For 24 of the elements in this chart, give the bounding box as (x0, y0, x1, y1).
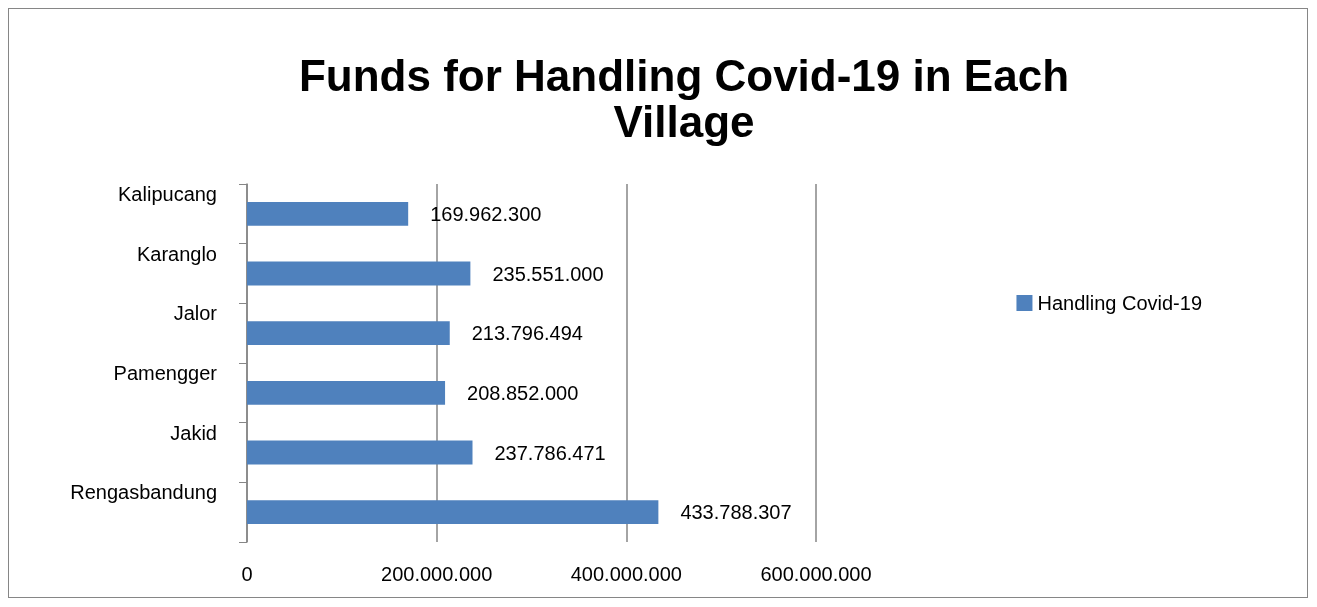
bar (247, 500, 659, 525)
bar (247, 440, 473, 465)
x-tick-label: 400.000.000 (570, 563, 682, 585)
y-tick-label: Jalor (173, 302, 218, 325)
bar (247, 380, 446, 405)
y-tick-label: Karanglo (136, 242, 217, 265)
x-tick-label: 0 (241, 563, 253, 585)
x-tick-label: 600.000.000 (760, 563, 872, 585)
chart-title: Funds for Handling Covid-19 in Each Village (298, 50, 1070, 146)
data-label: 235.551.000 (492, 262, 604, 285)
data-label: 208.852.000 (467, 381, 579, 404)
bar (247, 321, 450, 346)
data-label: 169.962.300 (430, 202, 542, 225)
bar (247, 261, 471, 286)
data-label: 237.786.471 (494, 441, 606, 464)
y-tick-label: Jakid (170, 421, 217, 444)
y-tick-label: Pamengger (113, 361, 218, 384)
data-label: 433.788.307 (680, 501, 792, 524)
bar (247, 201, 409, 226)
y-tick-label: Kalipucang (118, 182, 217, 205)
y-tick-label: Rengasbandung (70, 481, 217, 504)
data-label: 213.796.494 (471, 322, 583, 345)
x-tick-label: 200.000.000 (381, 563, 493, 585)
legend-label: Handling Covid-19 (1037, 292, 1203, 314)
